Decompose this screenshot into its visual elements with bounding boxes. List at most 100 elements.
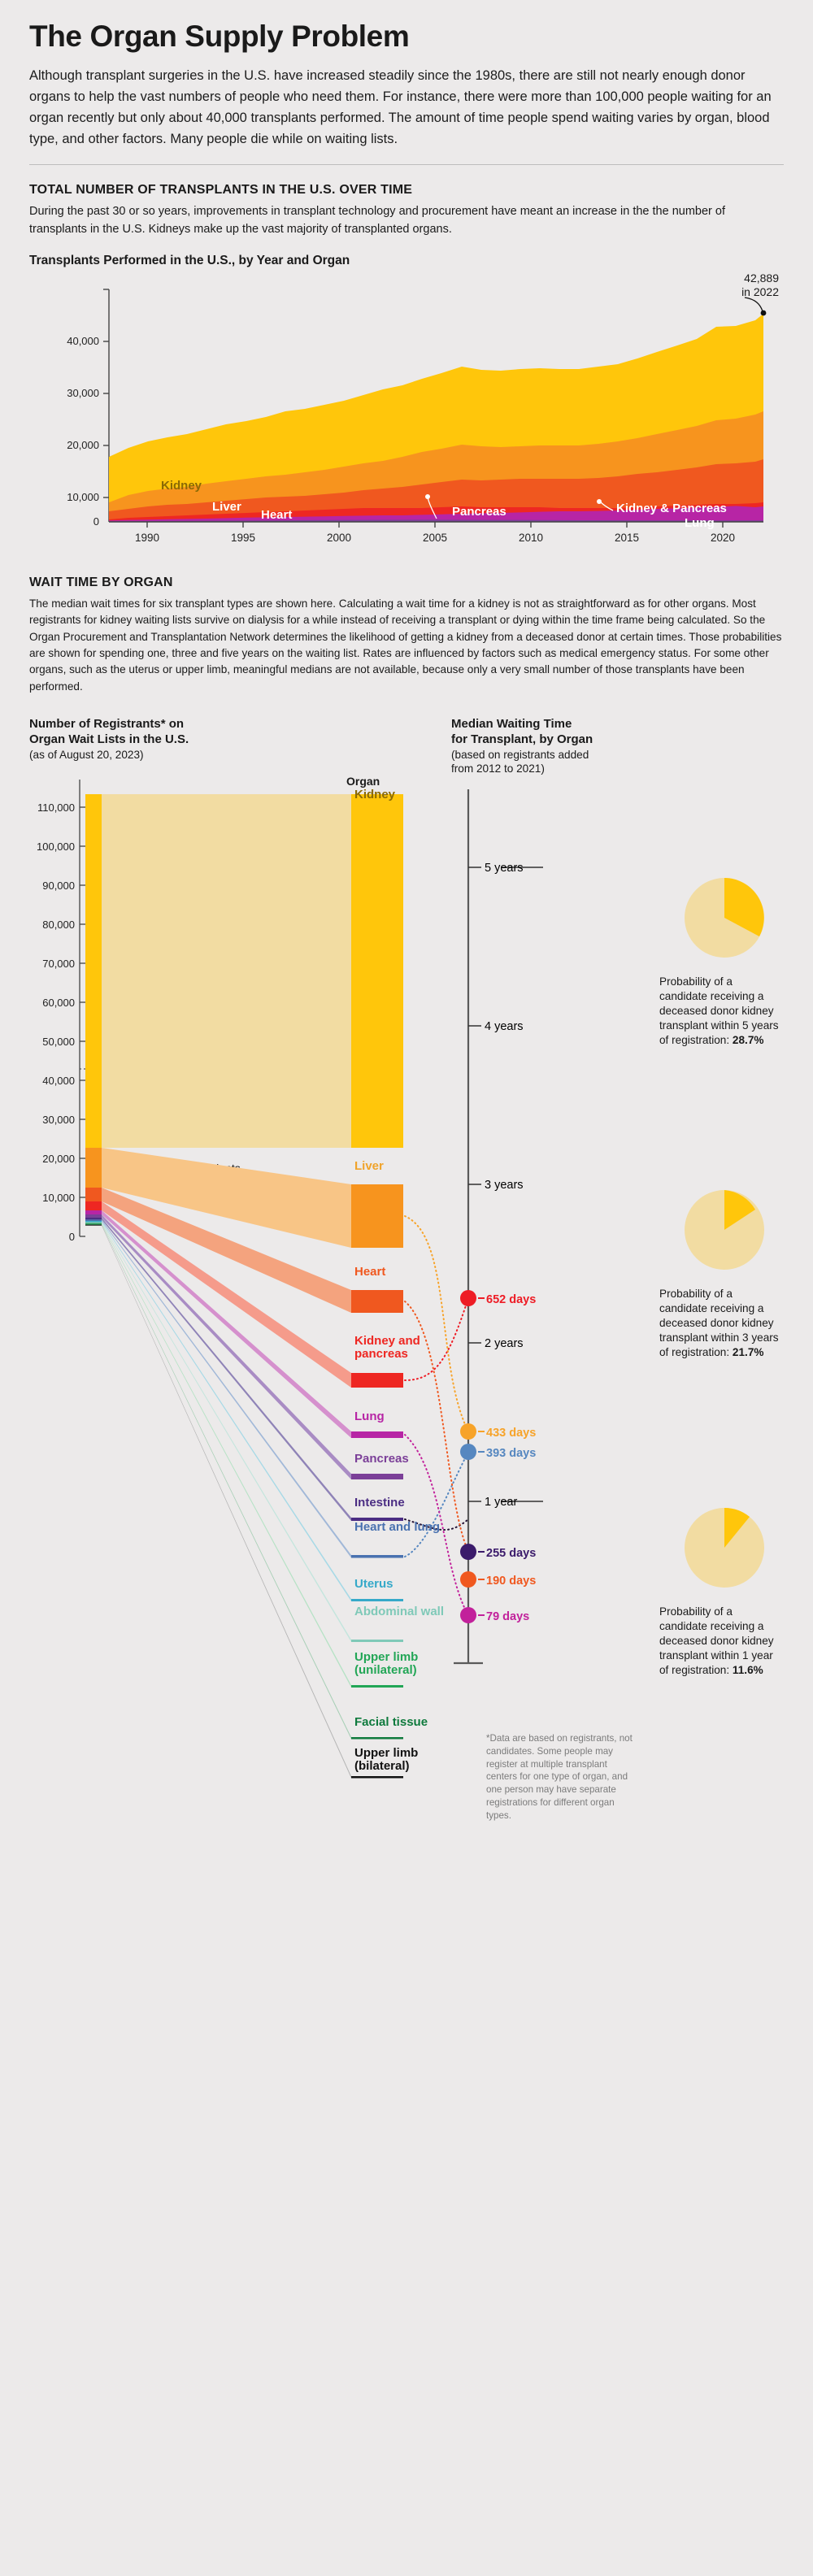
right-col-head-line2: for Transplant, by Organ	[451, 732, 593, 747]
right-bar-uterus	[351, 1599, 403, 1602]
ribbon-intestine	[102, 1218, 351, 1522]
reg-ytick-20000: 20,000	[42, 1153, 75, 1165]
ytick-30000: 30,000	[67, 387, 99, 399]
reg-ytick-110000: 110,000	[37, 801, 75, 814]
pie-chart-5-years	[685, 878, 764, 958]
wait-dot-433-days	[460, 1423, 476, 1440]
organ-label-intestine: Intestine	[354, 1496, 405, 1510]
organ-label-upper-limb-bilateral: Upper limb (bilateral)	[354, 1746, 419, 1774]
right-bar-liver	[351, 1184, 403, 1249]
reg-ytick-0: 0	[69, 1231, 75, 1243]
area-chart-annotation: 42,889 in 2022	[741, 272, 779, 299]
area-label-kidney-pancreas: Kidney & Pancreas	[616, 502, 727, 515]
right-bar-kidney	[351, 794, 403, 1149]
right-col-sub-line2: from 2012 to 2021)	[451, 762, 545, 775]
wait-dot-190-days	[460, 1571, 476, 1588]
stack-liver	[85, 1148, 102, 1188]
stack-kidney	[85, 794, 102, 1149]
stack-upper-limb-bi	[85, 1224, 102, 1226]
right-bar-facial-tissue	[351, 1737, 403, 1740]
ribbon-pancreas	[102, 1214, 351, 1480]
wait-tick-5-years: 5 years	[485, 862, 524, 875]
right-bar-upper-limb-bi	[351, 1776, 403, 1779]
organ-label-heart-and-lung: Heart and lung	[354, 1520, 441, 1535]
area-chart-title: Transplants Performed in the U.S., by Ye…	[29, 253, 350, 267]
xtick-2000: 2000	[327, 532, 351, 544]
ytick-20000: 20,000	[67, 439, 99, 451]
right-bar-heart-lung	[351, 1555, 403, 1558]
organ-label-upper-limb-unilateral: Upper limb (unilateral)	[354, 1650, 419, 1678]
ribbon-upper-limb-uni	[102, 1223, 351, 1688]
section2-body: The median wait times for six transplant…	[29, 597, 782, 693]
ribbon-facial-tissue	[102, 1223, 351, 1740]
reg-ytick-100000: 100,000	[37, 841, 75, 853]
wait-tick-1-year: 1 year	[485, 1496, 517, 1509]
section1-subtext: During the past 30 or so years, improvem…	[29, 205, 725, 237]
reg-ytick-70000: 70,000	[42, 958, 75, 970]
left-col-head-line2: Organ Wait Lists in the U.S.	[29, 732, 189, 747]
pie-caption-3-text: Probability of a candidate receiving a d…	[659, 1288, 779, 1358]
right-col-sub-line1: (based on registrants added	[451, 748, 589, 761]
ribbon-uterus	[102, 1221, 351, 1602]
organ-column-label: Organ	[346, 775, 380, 788]
stack-pancreas	[85, 1214, 102, 1218]
right-bar-intestine	[351, 1518, 403, 1522]
pie-caption-5-value: 28.7%	[732, 1033, 764, 1046]
ribbon-liver	[102, 1148, 351, 1249]
xtick-2015: 2015	[615, 532, 639, 544]
organ-label-liver: Liver	[354, 1159, 384, 1174]
stack-heart-lung	[85, 1219, 102, 1222]
right-bar-kidney-pancreas	[351, 1373, 403, 1388]
wait-label-255-days: 255 days	[486, 1547, 536, 1560]
pie-chart-3-years	[685, 1190, 764, 1271]
wait-label-433-days: 433 days	[486, 1427, 536, 1440]
right-bar-heart	[351, 1290, 403, 1314]
ytick-40000: 40,000	[67, 335, 99, 347]
organ-label-heart: Heart	[354, 1265, 386, 1279]
wait-dot-79-days	[460, 1607, 476, 1624]
wait-tick-4-years: 4 years	[485, 1020, 524, 1033]
ytick-0: 0	[93, 515, 99, 528]
ytick-10000: 10,000	[67, 491, 99, 503]
pie-caption-3-years: Probability of a candidate receiving a d…	[659, 1287, 781, 1360]
pie-caption-1-year: Probability of a candidate receiving a d…	[659, 1605, 781, 1678]
wait-dot-393-days	[460, 1444, 476, 1461]
right-bar-pancreas	[351, 1474, 403, 1480]
ribbon-heart	[102, 1188, 351, 1314]
reg-ytick-60000: 60,000	[42, 997, 75, 1009]
pie-caption-5-years: Probability of a candidate receiving a d…	[659, 975, 781, 1048]
xtick-1990: 1990	[135, 532, 159, 544]
ribbon-kidney	[102, 794, 351, 1149]
reg-ytick-90000: 90,000	[42, 880, 75, 892]
area-label-heart: Heart	[261, 508, 292, 522]
area-lung	[109, 506, 763, 522]
right-column-header: Median Waiting Time for Transplant, by O…	[451, 716, 663, 775]
stack-lung	[85, 1210, 102, 1215]
wait-tick-2-years: 2 years	[485, 1337, 524, 1350]
ribbon-heart-lung	[102, 1219, 351, 1558]
reg-ytick-40000: 40,000	[42, 1075, 75, 1087]
pie-caption-1-text: Probability of a candidate receiving a d…	[659, 1605, 774, 1676]
left-column-header: Number of Registrants* on Organ Wait Lis…	[29, 716, 257, 762]
page-title: The Organ Supply Problem	[29, 20, 410, 53]
stack-heart	[85, 1188, 102, 1202]
area-chart-svg: 40,000 30,000 20,000 10,000 0	[67, 289, 767, 544]
stack-kidney-pancreas	[85, 1201, 102, 1211]
area-label-kidney: Kidney	[161, 479, 202, 493]
organ-label-facial-tissue: Facial tissue	[354, 1715, 428, 1730]
divider-rule	[29, 164, 784, 166]
reg-ytick-30000: 30,000	[42, 1114, 75, 1126]
right-bar-upper-limb-uni	[351, 1685, 403, 1688]
wait-dot-255-days	[460, 1544, 476, 1561]
area-label-liver: Liver	[212, 500, 241, 514]
intro-paragraph: Although transplant surgeries in the U.S…	[29, 68, 772, 146]
wait-tick-3-years: 3 years	[485, 1179, 524, 1192]
right-col-head-line1: Median Waiting Time	[451, 717, 572, 732]
sankey-svg: 110,000 100,000 90,000 80,000 70,000 60,…	[37, 780, 764, 1779]
right-bar-abdominal-wall	[351, 1640, 403, 1643]
reg-ytick-50000: 50,000	[42, 1036, 75, 1048]
stack-facial-tissue	[85, 1223, 102, 1225]
wait-time-panel: Number of Registrants* on Organ Wait Lis…	[29, 716, 784, 1952]
wait-label-79-days: 79 days	[486, 1610, 529, 1623]
